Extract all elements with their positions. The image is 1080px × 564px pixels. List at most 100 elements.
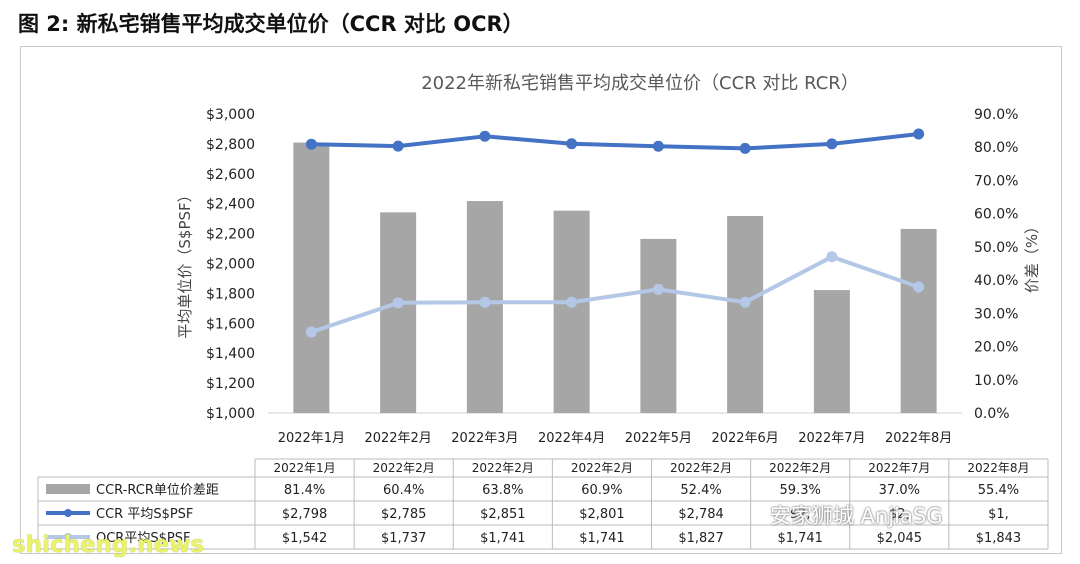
- y-tick-left: $1,200: [206, 376, 255, 392]
- legend-key-marker: [64, 533, 72, 541]
- bar: [380, 212, 417, 413]
- data-point: [913, 128, 925, 140]
- bar: [553, 210, 590, 413]
- data-point: [652, 283, 664, 295]
- line-series: [309, 132, 921, 151]
- table-cell: $2,798: [282, 507, 328, 522]
- chart-title: 2022年新私宅销售平均成交单位价（CCR 对比 RCR）: [421, 73, 859, 94]
- x-tick-label: 2022年4月: [538, 431, 605, 446]
- data-point: [479, 130, 491, 142]
- data-point: [392, 140, 404, 152]
- y-tick-right: 30.0%: [974, 306, 1018, 322]
- table-header-cell: 2022年8月: [967, 461, 1029, 475]
- table-cell: $2,045: [877, 531, 923, 546]
- y-tick-right: 0.0%: [974, 406, 1010, 422]
- legend-key-marker: [64, 509, 72, 517]
- y-tick-left: $2,400: [206, 197, 255, 213]
- y-tick-left: $1,400: [206, 346, 255, 362]
- bar: [900, 228, 937, 413]
- x-tick-label: 2022年6月: [711, 431, 778, 446]
- line-series: [309, 254, 921, 334]
- chart-frame: [20, 46, 1062, 554]
- table-header-cell: 2022年7月: [868, 461, 930, 475]
- table-cell: 59.3%: [780, 483, 821, 498]
- data-point: [392, 297, 404, 309]
- y-tick-right: 40.0%: [974, 273, 1018, 289]
- table-header-cell: 2022年2月: [373, 461, 435, 475]
- data-point: [305, 138, 317, 150]
- y-axis-label-left: 平均单位价（S$PSF）: [176, 187, 194, 338]
- y-tick-right: 60.0%: [974, 207, 1018, 223]
- y-tick-left: $3,000: [206, 107, 255, 123]
- table-row-label: CCR-RCR单位价差距: [96, 483, 219, 498]
- y-tick-right: 50.0%: [974, 240, 1018, 256]
- table-cell: $1,: [988, 507, 1009, 522]
- data-point: [739, 296, 751, 308]
- table-cell: $1,827: [678, 531, 724, 546]
- y-tick-right: 80.0%: [974, 140, 1018, 156]
- table-cell: 63.8%: [482, 483, 523, 498]
- table-cell: $1,737: [381, 531, 427, 546]
- x-tick-label: 2022年7月: [798, 431, 865, 446]
- table-row-label: CCR 平均S$PSF: [96, 507, 193, 522]
- table-cell: 55.4%: [978, 483, 1019, 498]
- x-tick-label: 2022年2月: [364, 431, 431, 446]
- x-tick-label: 2022年1月: [278, 431, 345, 446]
- figure-title: 图 2: 新私宅销售平均成交单位价（CCR 对比 OCR）: [18, 12, 524, 36]
- table-cell: $1,542: [282, 531, 328, 546]
- table-header-cell: 2022年1月: [273, 461, 335, 475]
- table-cell: $1,741: [480, 531, 526, 546]
- bar: [813, 290, 850, 413]
- data-point: [566, 138, 578, 150]
- table-cell: 37.0%: [879, 483, 920, 498]
- table-header-cell: 2022年2月: [670, 461, 732, 475]
- y-tick-right: 90.0%: [974, 107, 1018, 123]
- table-cell: $2,785: [381, 507, 427, 522]
- table-cell: 60.9%: [581, 483, 622, 498]
- table-cell: $2,: [790, 507, 811, 522]
- data-point: [826, 251, 838, 263]
- y-tick-left: $2,600: [206, 167, 255, 183]
- data-point: [305, 326, 317, 338]
- table-cell: $2,851: [480, 507, 526, 522]
- y-tick-left: $1,600: [206, 316, 255, 332]
- table-header-cell: 2022年2月: [571, 461, 633, 475]
- y-tick-right: 20.0%: [974, 340, 1018, 356]
- y-tick-left: $2,000: [206, 257, 255, 273]
- data-point: [652, 140, 664, 152]
- table-cell: 81.4%: [284, 483, 325, 498]
- bar: [293, 142, 330, 413]
- wechat-watermark: 安家狮城 AnjiaSG: [770, 504, 943, 528]
- site-watermark: shicheng.news: [12, 532, 205, 558]
- y-tick-left: $1,800: [206, 286, 255, 302]
- table-row-label: OCR平均S$PSF: [96, 531, 190, 546]
- table-header-cell: 2022年2月: [472, 461, 534, 475]
- y-tick-left: $1,000: [206, 406, 255, 422]
- x-tick-label: 2022年5月: [625, 431, 692, 446]
- data-point: [566, 296, 578, 308]
- table-cell: $2,801: [579, 507, 625, 522]
- table-cell: $1,843: [976, 531, 1022, 546]
- data-point: [826, 138, 838, 150]
- legend-key-bar: [46, 484, 90, 494]
- table-cell: 60.4%: [383, 483, 424, 498]
- y-axis-label-right: 价差（%）: [1023, 219, 1041, 293]
- data-point: [913, 281, 925, 293]
- table-cell: $1,741: [579, 531, 625, 546]
- bar: [640, 238, 677, 413]
- table-cell: $2,784: [678, 507, 724, 522]
- y-tick-right: 10.0%: [974, 373, 1018, 389]
- x-tick-label: 2022年8月: [885, 431, 952, 446]
- table-header-cell: 2022年2月: [769, 461, 831, 475]
- y-tick-left: $2,200: [206, 227, 255, 243]
- data-point: [479, 296, 491, 308]
- y-tick-left: $2,800: [206, 137, 255, 153]
- table-cell: 52.4%: [680, 483, 721, 498]
- y-tick-right: 70.0%: [974, 173, 1018, 189]
- bar: [727, 215, 764, 413]
- x-tick-label: 2022年3月: [451, 431, 518, 446]
- table-cell: $2,: [889, 507, 910, 522]
- data-point: [739, 142, 751, 154]
- table-cell: $1,741: [777, 531, 823, 546]
